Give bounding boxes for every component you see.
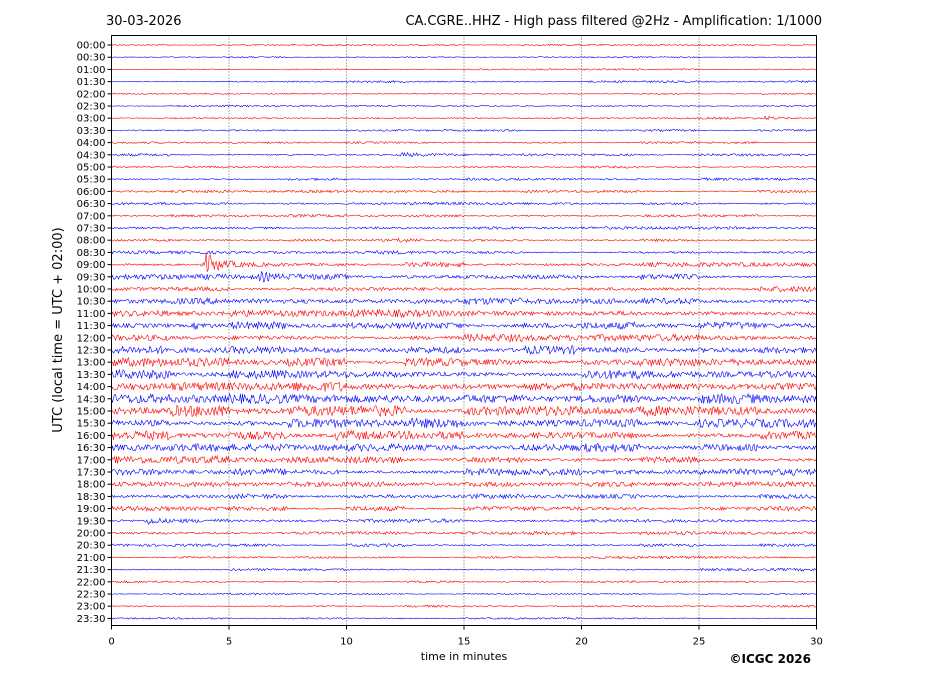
chart-title: CA.CGRE..HHZ - High pass filtered @2Hz -… <box>405 14 822 29</box>
y-tick-label: 00:00 <box>77 41 106 52</box>
trace-line-1230 <box>111 345 817 356</box>
y-tick-label: 17:30 <box>77 468 106 479</box>
y-tick-label: 23:00 <box>77 602 106 613</box>
copyright-label: ©ICGC 2026 <box>729 652 811 666</box>
y-tick-label: 11:30 <box>77 321 106 332</box>
trace-line-0400 <box>111 141 817 145</box>
x-tick-label: 0 <box>108 637 114 648</box>
y-tick-label: 06:30 <box>77 199 106 210</box>
y-tick-label: 08:00 <box>77 236 106 247</box>
x-tick-label: 20 <box>575 637 588 648</box>
y-tick-label: 22:00 <box>77 577 106 588</box>
trace-line-0500 <box>111 165 817 169</box>
y-tick-label: 13:00 <box>77 358 106 369</box>
trace-line-1630 <box>111 442 817 453</box>
x-tick-label: 15 <box>458 637 471 648</box>
x-tick-label: 30 <box>810 637 823 648</box>
y-tick-label: 16:30 <box>77 443 106 454</box>
y-tick-label: 05:30 <box>77 175 106 186</box>
y-tick-label: 20:30 <box>77 541 106 552</box>
y-tick-label: 09:00 <box>77 260 106 271</box>
trace-line-1130 <box>111 320 817 331</box>
y-tick-label: 03:00 <box>77 114 106 125</box>
x-tick-label: 5 <box>226 637 232 648</box>
x-tick-label: 25 <box>693 637 706 648</box>
x-axis-label: time in minutes <box>421 650 508 663</box>
y-tick-label: 23:30 <box>77 614 106 625</box>
trace-line-1100 <box>111 308 817 319</box>
y-tick-label: 21:30 <box>77 565 106 576</box>
y-tick-label: 17:00 <box>77 455 106 466</box>
x-tick-group: 0 5 10 15 20 25 30 <box>108 625 823 648</box>
y-tick-label: 01:30 <box>77 77 106 88</box>
trace-line-0300 <box>111 115 817 121</box>
y-tick-label: 21:00 <box>77 553 106 564</box>
trace-line-0330 <box>111 128 817 132</box>
trace-line-1700 <box>111 454 817 465</box>
trace-line-0130 <box>111 80 817 84</box>
trace-line-0530 <box>111 177 817 182</box>
y-tick-label: 16:00 <box>77 431 106 442</box>
trace-line-1900 <box>111 505 817 512</box>
y-tick-label: 15:00 <box>77 407 106 418</box>
date-label: 30-03-2026 <box>106 14 182 29</box>
y-tick-label: 18:00 <box>77 480 106 491</box>
y-tick-label: 04:30 <box>77 150 106 161</box>
y-tick-label: 19:30 <box>77 516 106 527</box>
y-tick-label: 09:30 <box>77 272 106 283</box>
y-tick-label: 19:00 <box>77 504 106 515</box>
y-axis-label: UTC (local time = UTC + 02:00) <box>51 227 66 432</box>
y-tick-label: 20:00 <box>77 529 106 540</box>
y-tick-label: 07:30 <box>77 224 106 235</box>
trace-line-0430 <box>111 151 817 157</box>
y-tick-label: 14:00 <box>77 382 106 393</box>
y-tick-label: 10:30 <box>77 297 106 308</box>
grid-group <box>228 35 700 626</box>
trace-line-2330 <box>111 617 817 620</box>
y-tick-label: 13:30 <box>77 370 106 381</box>
y-tick-label: 11:00 <box>77 309 106 320</box>
x-tick-label: 10 <box>340 637 353 648</box>
y-tick-label: 14:30 <box>77 394 106 405</box>
trace-line-1300 <box>111 356 817 368</box>
trace-line-1930 <box>111 517 817 526</box>
y-tick-label: 05:00 <box>77 163 106 174</box>
y-tick-label: 18:30 <box>77 492 106 503</box>
trace-line-0900 <box>111 252 817 272</box>
y-tick-label: 08:30 <box>77 248 106 259</box>
y-tick-label: 07:00 <box>77 211 106 222</box>
y-tick-label: 02:30 <box>77 102 106 113</box>
y-tick-label: 03:30 <box>77 126 106 137</box>
trace-group <box>111 43 817 620</box>
y-tick-label: 15:30 <box>77 419 106 430</box>
y-tick-label: 06:00 <box>77 187 106 198</box>
y-tick-label: 10:00 <box>77 285 106 296</box>
y-tick-label: 12:00 <box>77 333 106 344</box>
y-tick-label: 01:00 <box>77 65 106 76</box>
y-tick-label: 04:00 <box>77 138 106 149</box>
trace-line-1200 <box>111 333 817 343</box>
y-tick-label: 12:30 <box>77 346 106 357</box>
y-tick-label: 00:30 <box>77 53 106 64</box>
plot-frame <box>111 35 817 626</box>
y-tick-label: 02:00 <box>77 89 106 100</box>
trace-line-0200 <box>111 92 817 95</box>
y-tick-label: 22:30 <box>77 590 106 601</box>
trace-line-1530 <box>111 417 817 429</box>
